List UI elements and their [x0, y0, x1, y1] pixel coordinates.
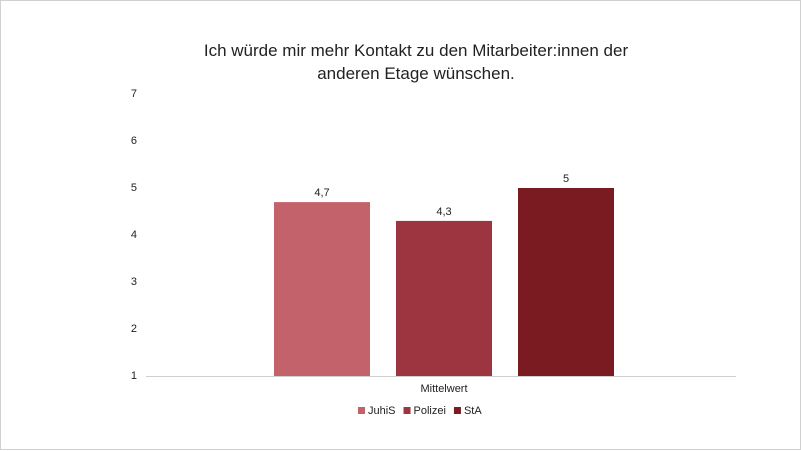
legend-swatch	[403, 407, 411, 414]
y-tick-label: 4	[131, 229, 137, 241]
legend-swatch	[358, 407, 365, 414]
bar	[518, 188, 614, 376]
y-tick-label: 7	[131, 88, 137, 100]
legend-label: JuhiS	[368, 405, 396, 417]
x-tick-label: Mittelwert	[420, 383, 467, 395]
y-tick-label: 3	[131, 276, 137, 288]
legend-label: Polizei	[414, 405, 446, 417]
value-label: 4,7	[314, 187, 329, 199]
y-tick-label: 5	[131, 182, 137, 194]
y-tick-label: 2	[131, 323, 137, 335]
chart-title: Ich würde mir mehr Kontakt zu den Mitarb…	[203, 41, 629, 83]
y-tick-label: 6	[131, 135, 137, 147]
bar	[274, 202, 370, 376]
legend-label: StA	[464, 405, 482, 417]
y-tick-label: 1	[131, 370, 137, 382]
value-label: 5	[563, 173, 569, 185]
value-label: 4,3	[436, 206, 451, 218]
bar	[396, 220, 492, 376]
legend-swatch	[453, 407, 461, 414]
